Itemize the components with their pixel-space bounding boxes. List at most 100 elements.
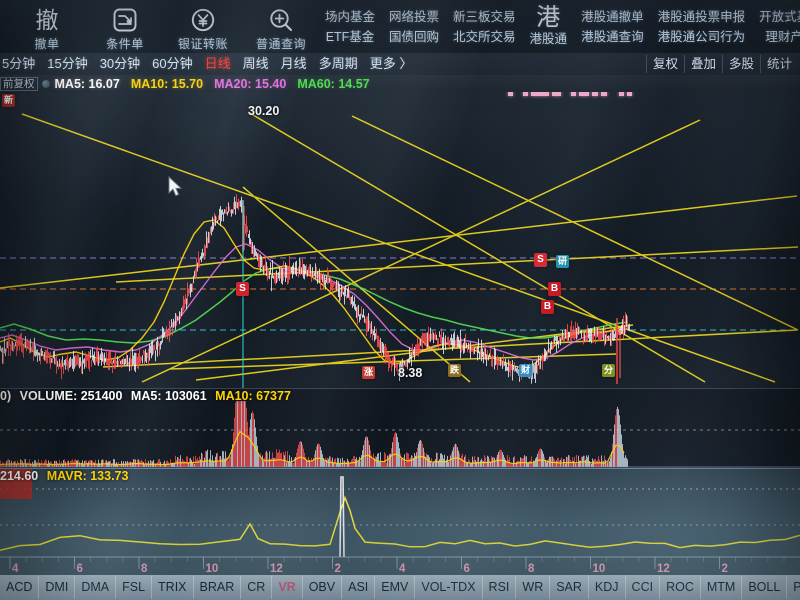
toolbar-button-bank-transfer[interactable]: 银证转账 bbox=[164, 6, 242, 52]
indicator-button-rsi[interactable]: RSI bbox=[483, 576, 517, 599]
sell-signal-marker[interactable]: S bbox=[534, 253, 547, 267]
toolbar-item-neeq-trade[interactable]: 新三板交易 bbox=[453, 10, 516, 24]
toolbar-button-cancel-order[interactable]: 撤 撤单 bbox=[8, 6, 86, 52]
buy-signal-marker[interactable]: B bbox=[548, 282, 561, 296]
buy-signal-marker[interactable]: B bbox=[541, 300, 554, 314]
vr-value: 214.60 bbox=[0, 469, 39, 483]
volume-chart-svg bbox=[0, 389, 800, 468]
toolbar-label-bank-transfer: 银证转账 bbox=[177, 37, 228, 51]
candlestick-series bbox=[0, 194, 630, 384]
period-item-8[interactable]: 更多 〉 bbox=[369, 56, 413, 71]
news-tag-zhang[interactable]: 涨 bbox=[362, 366, 376, 379]
period-action-3[interactable]: 统计 bbox=[759, 55, 798, 73]
toolbar-label-conditional-order: 条件单 bbox=[106, 37, 144, 51]
vr-indicator-panel[interactable]: 4 6 8 10 12 2 4 6 8 10 12 2 214.60 MAVR: 133.73 bbox=[0, 468, 800, 575]
toolbar-item-onfloor-fund[interactable]: 场内基金 bbox=[325, 10, 376, 24]
toolbar-item-hk-corp-action[interactable]: 港股通公司行为 bbox=[657, 30, 746, 44]
indicator-button-acd[interactable]: ACD bbox=[0, 576, 40, 599]
chart-area[interactable]: 30.20 8.38 S S B B 涨 跌 财 分 研 新 bbox=[0, 92, 800, 575]
price-chart-svg bbox=[0, 92, 800, 388]
news-tag-die[interactable]: 跌 bbox=[448, 364, 462, 377]
query-search-icon bbox=[242, 6, 320, 34]
indicator-button-dmi[interactable]: DMI bbox=[39, 576, 76, 599]
volume-label-prefix: 0) bbox=[0, 389, 12, 403]
period-item-5[interactable]: 周线 bbox=[242, 56, 269, 71]
period-item-4[interactable]: 日线 bbox=[204, 56, 231, 71]
period-item-0[interactable]: 5分钟 bbox=[2, 56, 36, 71]
toolbar-label-query: 普通查询 bbox=[255, 37, 306, 51]
volume-panel-label: 0) VOLUME: 251400 MA5: 103061 MA10: 6737… bbox=[0, 389, 296, 403]
toolbar-item-bond-repo[interactable]: 国债回购 bbox=[389, 30, 440, 44]
period-bar: 5分钟 15分钟 30分钟 60分钟 日线 周线 月线 多周期 更多 〉 复权 叠加 多股 统计 bbox=[0, 53, 800, 75]
indicator-button-wr[interactable]: WR bbox=[516, 576, 551, 599]
toolbar-col-hk-cancel[interactable]: 港股通撤单 港股通查询 bbox=[574, 7, 651, 49]
toolbar-col-neeq[interactable]: 新三板交易 北交所交易 bbox=[446, 7, 523, 49]
period-item-7[interactable]: 多周期 bbox=[318, 56, 358, 71]
price-panel[interactable]: 30.20 8.38 S S B B 涨 跌 财 分 研 新 bbox=[0, 92, 800, 388]
toolbar-item-bse-trade[interactable]: 北交所交易 bbox=[453, 30, 516, 44]
sell-signal-marker[interactable]: S bbox=[236, 282, 249, 296]
news-tag-fen[interactable]: 分 bbox=[602, 364, 616, 377]
ma-value-3: MA60: 14.57 bbox=[297, 76, 370, 91]
overlay-tick-marks bbox=[508, 92, 632, 96]
news-tag-cai[interactable]: 财 bbox=[519, 364, 533, 377]
indicator-button-boll[interactable]: BOLL bbox=[742, 576, 788, 599]
indicator-button-trix[interactable]: TRIX bbox=[152, 576, 194, 599]
toolbar-col-openfund[interactable]: 开放式基金 理财产品 bbox=[752, 7, 800, 49]
toolbar-item-hk-cancel-order[interactable]: 港股通撤单 bbox=[581, 10, 644, 24]
period-action-0[interactable]: 复权 bbox=[645, 55, 684, 73]
toolbar-item-hk-vote-declare[interactable]: 港股通投票申报 bbox=[657, 10, 746, 24]
toolbar-button-query[interactable]: 普通查询 bbox=[242, 6, 320, 52]
vr-mavr: MAVR: 133.73 bbox=[46, 469, 129, 483]
toolbar-item-open-fund[interactable]: 开放式基金 bbox=[759, 10, 800, 24]
volume-ma-line bbox=[0, 430, 625, 466]
period-item-3[interactable]: 60分钟 bbox=[152, 56, 193, 71]
volume-ma5: MA5: 103061 bbox=[130, 389, 207, 403]
indicator-button-kdj[interactable]: KDJ bbox=[589, 576, 626, 599]
indicator-button-roc[interactable]: ROC bbox=[660, 576, 701, 599]
indicator-button-mtm[interactable]: MTM bbox=[701, 576, 743, 599]
volume-value: VOLUME: 251400 bbox=[19, 389, 123, 403]
indicator-button-vol-tdx[interactable]: VOL-TDX bbox=[415, 576, 483, 599]
volume-panel[interactable]: 0) VOLUME: 251400 MA5: 103061 MA10: 6737… bbox=[0, 388, 800, 468]
toolbar-item-etf-fund[interactable]: ETF基金 bbox=[325, 30, 375, 44]
settings-dot-icon[interactable] bbox=[41, 79, 50, 88]
period-action-2[interactable]: 多股 bbox=[721, 55, 760, 73]
indicator-button-vr[interactable]: VR bbox=[272, 576, 303, 599]
period-item-2[interactable]: 30分钟 bbox=[99, 56, 141, 71]
toolbar-item-hk-query[interactable]: 港股通查询 bbox=[581, 30, 644, 44]
toolbar-col-hk-vote[interactable]: 港股通投票申报 港股通公司行为 bbox=[651, 7, 753, 49]
ma-value-list: MA5: 16.07 MA10: 15.70 MA20: 15.40 MA60: 14… bbox=[55, 77, 381, 91]
ma-value-2: MA20: 15.40 bbox=[214, 76, 287, 91]
toolbar-item-online-vote[interactable]: 网络投票 bbox=[389, 10, 440, 24]
news-tag-left[interactable]: 新 bbox=[2, 94, 16, 107]
indicator-button-asi[interactable]: ASI bbox=[342, 576, 376, 599]
toolbar-item-hk-connect[interactable]: 港股通 bbox=[529, 32, 568, 46]
indicator-button-dma[interactable]: DMA bbox=[75, 576, 117, 599]
period-item-6[interactable]: 月线 bbox=[280, 56, 307, 71]
indicator-button-obv[interactable]: OBV bbox=[303, 576, 343, 599]
toolbar-col-fund[interactable]: 场内基金 ETF基金 bbox=[318, 7, 382, 49]
indicator-button-cr[interactable]: CR bbox=[241, 576, 273, 599]
svg-text:10: 10 bbox=[206, 563, 219, 575]
ma20-line bbox=[0, 243, 629, 361]
toolbar-col-hk-connect[interactable]: 港 港股通 bbox=[523, 6, 575, 49]
reference-lines bbox=[0, 257, 800, 331]
indicator-button-sar[interactable]: SAR bbox=[550, 576, 589, 599]
period-item-1[interactable]: 15分钟 bbox=[47, 56, 88, 71]
indicator-button-psy[interactable]: PSY bbox=[787, 576, 800, 599]
indicator-button-emv[interactable]: EMV bbox=[375, 576, 416, 599]
toolbar-button-conditional-order[interactable]: 条件单 bbox=[86, 6, 164, 52]
vr-line bbox=[0, 495, 800, 552]
indicator-button-fsl[interactable]: FSL bbox=[116, 576, 153, 599]
toolbar-col-vote[interactable]: 网络投票 国债回购 bbox=[382, 7, 446, 49]
adjust-badge[interactable]: 前复权 bbox=[0, 76, 38, 91]
svg-text:12: 12 bbox=[657, 563, 670, 575]
titlebar-strip bbox=[0, 0, 800, 5]
news-tag-yan[interactable]: 研 bbox=[556, 255, 570, 268]
period-action-1[interactable]: 叠加 bbox=[683, 55, 722, 73]
indicator-button-brar[interactable]: BRAR bbox=[194, 576, 242, 599]
toolbar-item-wealth-product[interactable]: 理财产品 bbox=[765, 30, 800, 44]
svg-text:8: 8 bbox=[528, 563, 535, 575]
indicator-button-cci[interactable]: CCI bbox=[626, 576, 661, 599]
